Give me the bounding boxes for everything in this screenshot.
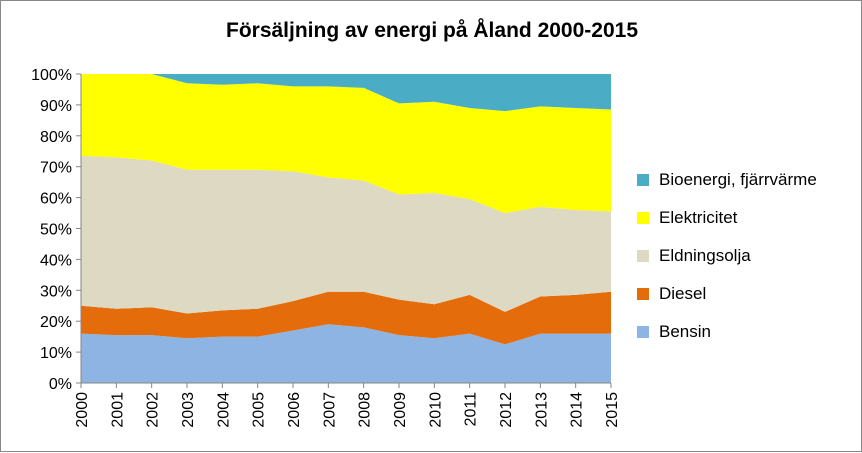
x-tick-label: 2004 — [215, 392, 232, 428]
y-tick-label: 10% — [40, 345, 72, 362]
x-tick-label: 2006 — [286, 392, 303, 428]
area-series-0 — [81, 324, 611, 383]
y-tick-label: 40% — [40, 252, 72, 269]
x-tick-label: 2013 — [533, 392, 550, 428]
x-tick-label: 2002 — [145, 392, 162, 428]
legend-swatch — [637, 326, 649, 338]
legend-label: Elektricitet — [659, 208, 738, 227]
chart-legend: Bioenergi, fjärrvärme Elektricitet Eldning… — [637, 161, 817, 351]
x-tick-label: 2008 — [357, 392, 374, 428]
legend-label: Bensin — [659, 322, 711, 341]
y-tick-label: 70% — [40, 160, 72, 177]
y-tick-label: 30% — [40, 283, 72, 300]
x-tick-label: 2005 — [251, 392, 268, 428]
y-tick-label: 50% — [40, 222, 72, 239]
legend-item: Bensin — [637, 313, 817, 351]
legend-swatch — [637, 174, 649, 186]
legend-label: Diesel — [659, 284, 707, 303]
y-tick-label: 100% — [31, 67, 72, 84]
x-tick-label: 2015 — [604, 392, 621, 428]
y-tick-label: 80% — [40, 129, 72, 146]
x-tick-label: 2001 — [109, 392, 126, 428]
x-tick-label: 2014 — [569, 392, 586, 428]
y-tick-label: 20% — [40, 314, 72, 331]
legend-swatch — [637, 250, 649, 262]
legend-swatch — [637, 212, 649, 224]
legend-item: Eldningsolja — [637, 237, 817, 275]
area-series-4 — [81, 74, 611, 112]
area-series-3 — [81, 74, 611, 214]
y-tick-label: 0% — [49, 376, 72, 393]
legend-label: Eldningsolja — [659, 246, 751, 265]
legend-swatch — [637, 288, 649, 300]
x-tick-label: 2003 — [180, 392, 197, 428]
x-tick-label: 2010 — [427, 392, 444, 428]
x-tick-label: 2012 — [498, 392, 515, 428]
area-series-2 — [81, 155, 611, 314]
legend-label: Bioenergi, fjärrvärme — [659, 170, 817, 189]
x-tick-label: 2007 — [321, 392, 338, 428]
area-series-1 — [81, 291, 611, 345]
legend-item: Elektricitet — [637, 199, 817, 237]
legend-item: Diesel — [637, 275, 817, 313]
chart-title: Försäljning av energi på Åland 2000-2015 — [226, 19, 638, 42]
x-tick-label: 2011 — [463, 392, 480, 427]
x-tick-label: 2009 — [392, 392, 409, 428]
y-tick-label: 60% — [40, 191, 72, 208]
x-tick-label: 2000 — [74, 392, 91, 428]
y-tick-label: 90% — [40, 98, 72, 115]
legend-item: Bioenergi, fjärrvärme — [637, 161, 817, 199]
